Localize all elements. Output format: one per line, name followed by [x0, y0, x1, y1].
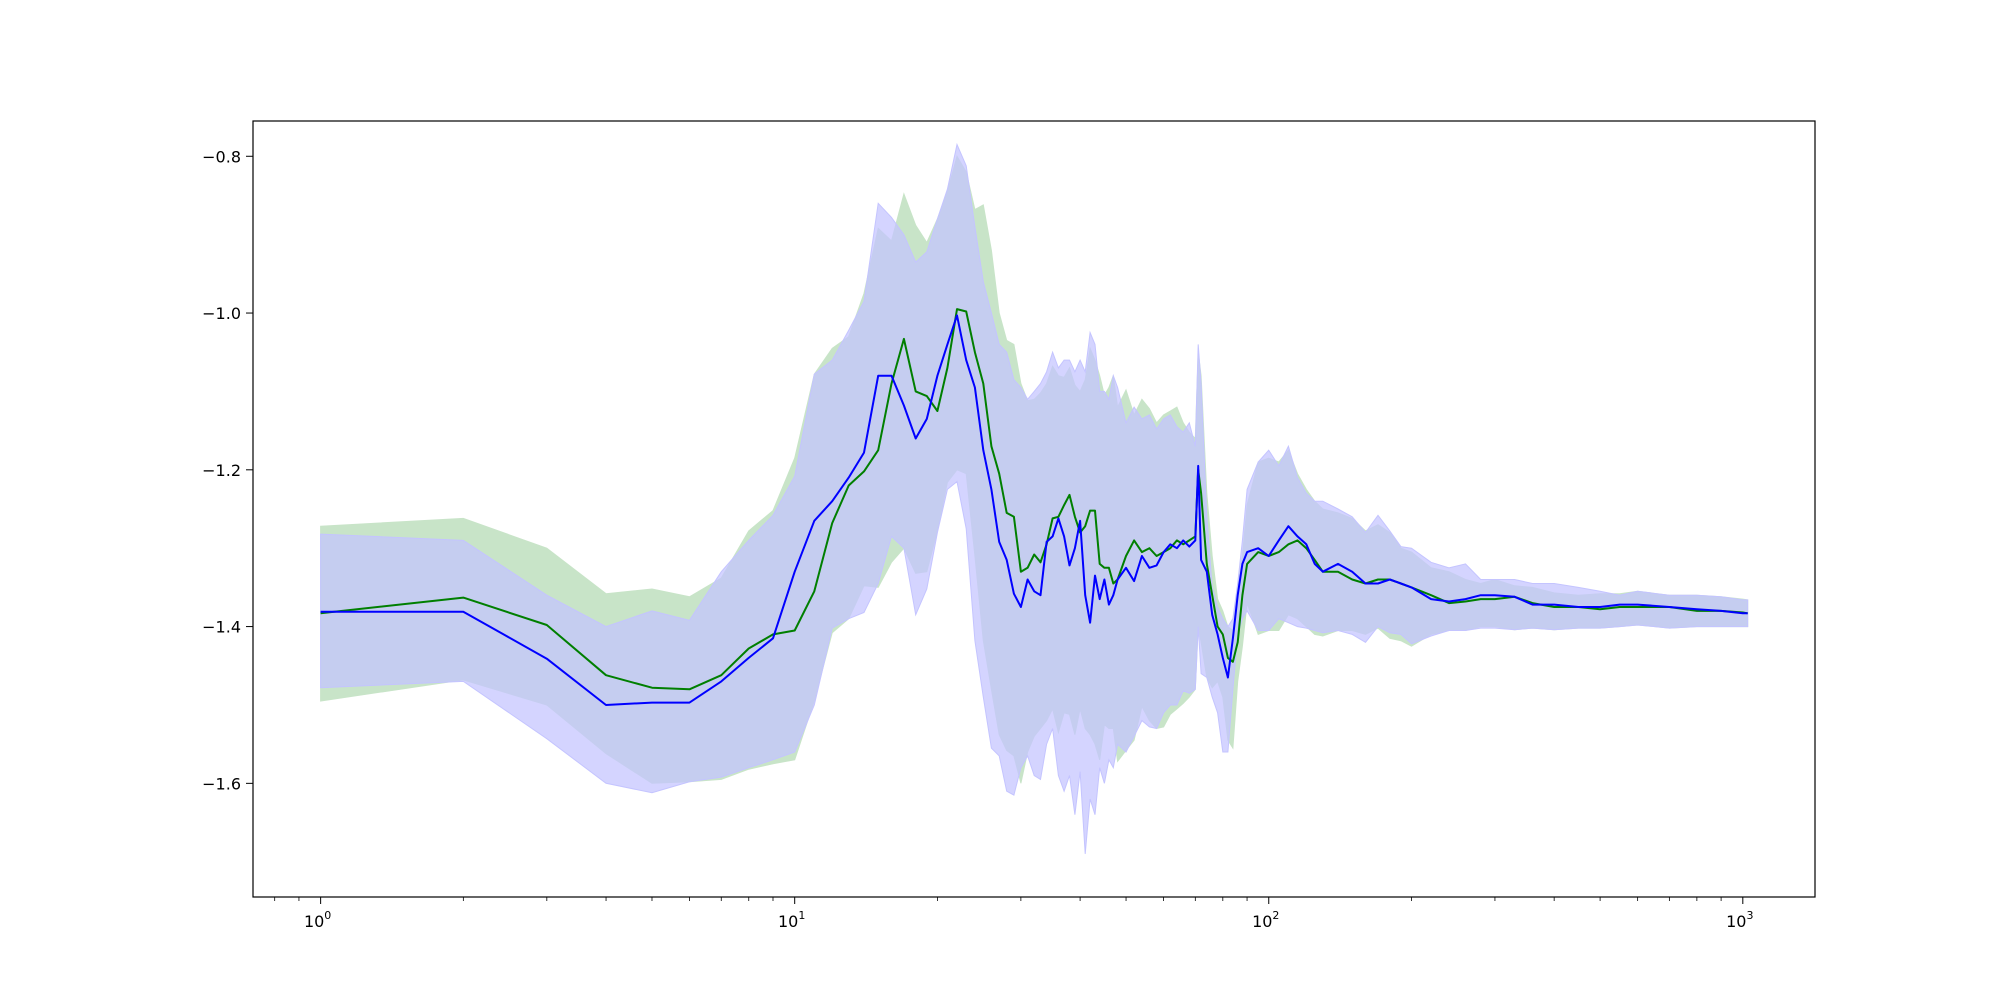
x-tick-label: 102 [1252, 909, 1279, 931]
band-series-2 [320, 142, 1749, 854]
line-series-2 [320, 314, 1748, 706]
y-tick-label: −1.0 [202, 304, 241, 323]
x-axis: 100 101 102 103 [274, 897, 1753, 931]
series-lines [320, 308, 1748, 706]
y-tick-label: −1.4 [202, 618, 241, 637]
y-tick-label: −1.6 [202, 774, 241, 793]
x-tick-label: 100 [304, 909, 331, 931]
confidence-bands [320, 142, 1749, 854]
y-axis: −0.8 −1.0 −1.2 −1.4 −1.6 [202, 147, 253, 793]
x-tick-label: 103 [1726, 909, 1753, 931]
y-tick-label: −1.2 [202, 461, 241, 480]
y-tick-label: −0.8 [202, 147, 241, 166]
plot-frame [252, 120, 1816, 898]
x-tick-label: 101 [778, 909, 805, 931]
